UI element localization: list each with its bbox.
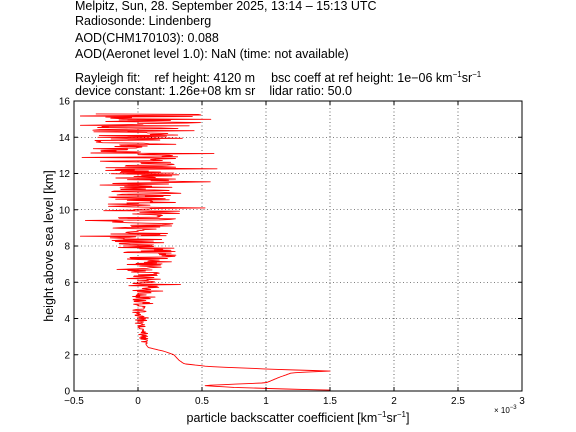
title-line-aod-chm: AOD(CHM170103): 0.088 (75, 31, 219, 45)
y-tick-label: 6 (64, 278, 70, 289)
x-tick-label: 1 (263, 396, 269, 407)
backscatter-profile-line (79, 113, 331, 391)
x-tick-label: 3 (519, 396, 525, 407)
data-layer (79, 113, 331, 391)
x-tick-label: 0 (135, 396, 141, 407)
title-line-rayleigh: Rayleigh fit: ref height: 4120 m bsc coeff… (75, 67, 481, 86)
device-constant-text: device constant: 1.26e+08 km sr (75, 84, 256, 98)
y-axis-label: height above sea level [km] (42, 170, 56, 321)
title-line-aod-aeronet: AOD(Aeronet level 1.0): NaN (time: not a… (75, 47, 349, 61)
lidar-ratio-text: lidar ratio: 50.0 (269, 84, 352, 98)
y-tick-label: 2 (64, 350, 70, 361)
y-tick-label: 8 (64, 242, 70, 253)
y-tick-label: 0 (64, 387, 70, 398)
title-line-radiosonde: Radiosonde: Lindenberg (75, 14, 212, 28)
bsc-coeff-text: bsc coeff at ref height: 1e−06 km−1sr−1 (271, 70, 482, 86)
title-line-location-time: Melpitz, Sun, 28. September 2025, 13:14 … (75, 0, 377, 13)
y-tick-label: 4 (64, 314, 70, 325)
y-tick-label: 10 (59, 205, 71, 216)
x-tick-label: −0.5 (64, 396, 84, 407)
y-tick-label: 12 (59, 169, 71, 180)
y-tick-label: 14 (59, 133, 71, 144)
tick-marks (73, 100, 523, 392)
x-tick-label: 0.5 (195, 396, 209, 407)
ref-height-text: ref height: 4120 m (154, 71, 256, 86)
x-axis-multiplier: × 10−3 (494, 405, 517, 415)
y-tick-label: 16 (59, 97, 71, 108)
x-tick-label: 2.5 (451, 396, 465, 407)
x-tick-label: 2 (391, 396, 397, 407)
grid-lines (74, 101, 522, 391)
x-axis-label: particle backscatter coefficient [km−1sr… (187, 410, 410, 425)
rayleigh-label: Rayleigh fit: (75, 71, 141, 86)
title-line-device: device constant: 1.26e+08 km sr lidar rat… (75, 84, 352, 99)
x-tick-label: 1.5 (323, 396, 337, 407)
